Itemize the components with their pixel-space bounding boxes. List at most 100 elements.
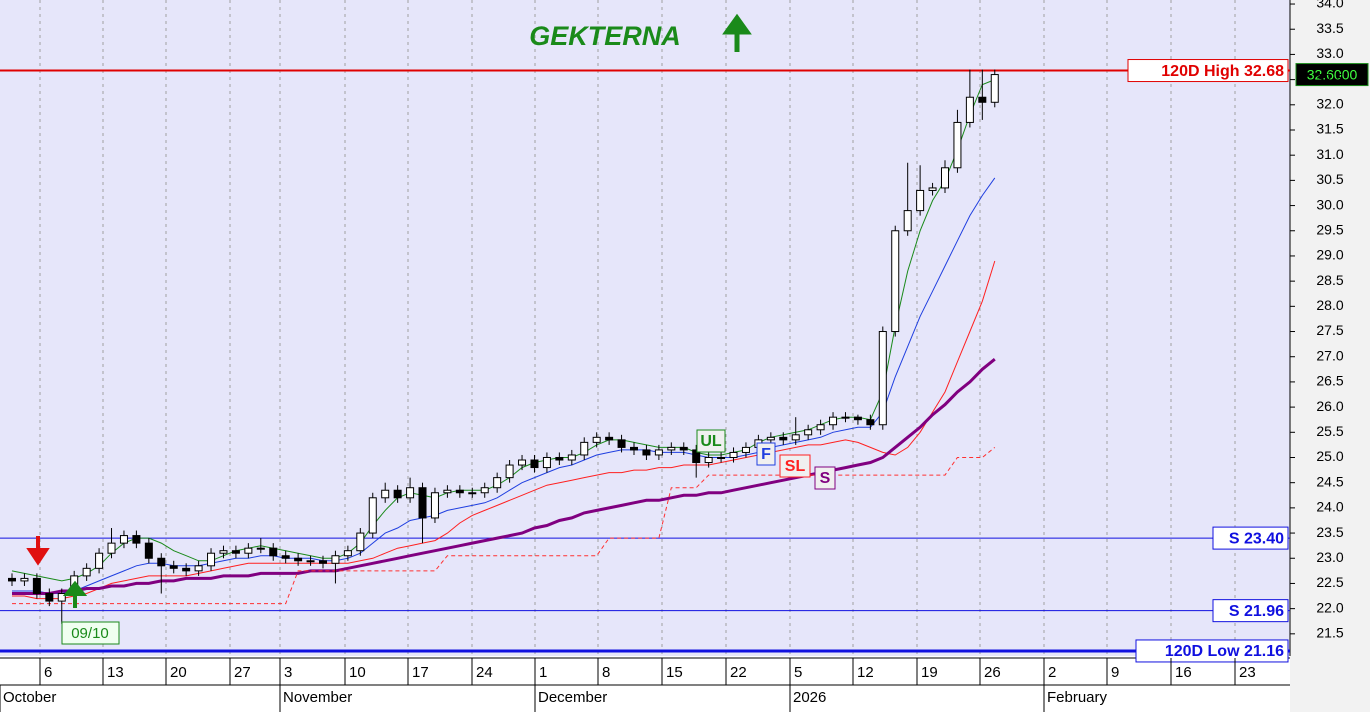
candle-body	[343, 550, 352, 557]
candle-body	[928, 187, 937, 191]
candle-body	[281, 555, 290, 559]
y-tick-label: 31.0	[1316, 146, 1343, 162]
candle-body	[555, 456, 564, 461]
y-tick-label: 21.5	[1316, 625, 1343, 641]
candle-body	[866, 419, 875, 426]
candle-body	[841, 416, 850, 419]
x-tick-label: 2	[1048, 664, 1056, 681]
y-tick-label: 28.0	[1316, 297, 1343, 313]
x-tick-label: 19	[921, 664, 938, 681]
y-tick-label: 22.5	[1316, 574, 1343, 590]
candle-body	[978, 96, 987, 103]
candle-body	[667, 446, 676, 451]
candle-body	[953, 121, 962, 169]
x-tick-label: 8	[602, 664, 610, 681]
y-tick-label: 25.0	[1316, 448, 1343, 464]
candle-body	[269, 547, 278, 557]
y-tick-label: 22.0	[1316, 599, 1343, 615]
x-tick-label: 3	[284, 664, 292, 681]
series-tag: S	[820, 470, 831, 487]
month-label: December	[538, 689, 607, 706]
series-tag-box	[696, 429, 726, 453]
y-tick-label: 32.5	[1316, 70, 1343, 86]
candle-body	[878, 331, 887, 426]
candle-body	[717, 456, 726, 459]
candle-body	[592, 436, 601, 443]
level-label-box	[1212, 526, 1289, 550]
level-label: S 21.96	[1229, 603, 1284, 620]
candle-body	[368, 497, 377, 534]
candle-body	[32, 577, 41, 595]
plot-area	[0, 0, 1290, 656]
candle-body	[430, 492, 439, 519]
candle-body	[729, 451, 738, 458]
level-label-box	[1127, 59, 1289, 83]
candle-body	[704, 456, 713, 464]
y-tick-label: 32.0	[1316, 96, 1343, 112]
y-tick-label: 33.0	[1316, 45, 1343, 61]
candle-body	[692, 449, 701, 464]
x-tick-label: 16	[1175, 664, 1192, 681]
x-tick-label: 23	[1239, 664, 1256, 681]
candle-body	[916, 189, 925, 212]
month-label: November	[283, 689, 352, 706]
candle-body	[331, 555, 340, 564]
candle-body	[319, 560, 327, 564]
candle-body	[219, 550, 228, 554]
candle-body	[443, 489, 452, 494]
candle-body	[493, 477, 502, 489]
trend-arrow	[722, 13, 752, 52]
candle-body	[231, 550, 240, 554]
y-tick-label: 30.5	[1316, 171, 1343, 187]
candle-body	[107, 542, 116, 554]
x-tick-label: 22	[730, 664, 747, 681]
candle-body	[518, 459, 527, 466]
x-tick-label: 27	[234, 664, 251, 681]
candle-body	[455, 489, 464, 494]
y-tick-label: 23.5	[1316, 524, 1343, 540]
month-label: February	[1047, 689, 1108, 706]
candle-body	[356, 532, 365, 552]
x-tick-label: 24	[476, 664, 493, 681]
y-tick-label: 29.5	[1316, 221, 1343, 237]
candle-body	[605, 436, 614, 441]
date-annotation: 09/10	[71, 625, 109, 642]
y-tick-label: 27.0	[1316, 347, 1343, 363]
candle-body	[965, 96, 974, 123]
y-tick-label: 31.5	[1316, 121, 1343, 137]
candle-body	[406, 487, 415, 499]
series-tag: SL	[785, 458, 806, 475]
candle-body	[804, 429, 813, 436]
candle-body	[903, 210, 912, 232]
candle-body	[207, 552, 216, 567]
level-label: 120D Low 21.16	[1165, 643, 1284, 660]
y-tick-label: 30.0	[1316, 196, 1343, 212]
level-label: 120D High 32.68	[1161, 63, 1284, 80]
candle-body	[617, 439, 626, 448]
candle-body	[642, 449, 651, 456]
date-annotation-box	[61, 621, 120, 645]
y-tick-label: 33.5	[1316, 20, 1343, 36]
candle-body	[990, 74, 999, 103]
x-tick-label: 17	[412, 664, 429, 681]
candle-body	[95, 552, 104, 569]
x-tick-label: 6	[44, 664, 52, 681]
x-tick-label: 20	[170, 664, 187, 681]
candle-body	[779, 436, 788, 441]
candle-body	[157, 557, 166, 567]
candle-body	[468, 492, 477, 495]
buy-arrow	[62, 580, 88, 608]
candle-body	[306, 560, 315, 563]
x-tick-label: 13	[107, 664, 124, 681]
series-tag-box	[779, 454, 811, 478]
candle-body	[679, 446, 688, 451]
candle-body	[119, 535, 128, 544]
candle-body	[941, 167, 949, 189]
y-tick-label: 26.5	[1316, 373, 1343, 389]
candle-body	[45, 593, 54, 602]
y-axis-area	[1290, 0, 1370, 712]
y-tick-label: 24.5	[1316, 473, 1343, 489]
candle-body	[132, 535, 141, 544]
level-label-box	[1135, 639, 1289, 663]
